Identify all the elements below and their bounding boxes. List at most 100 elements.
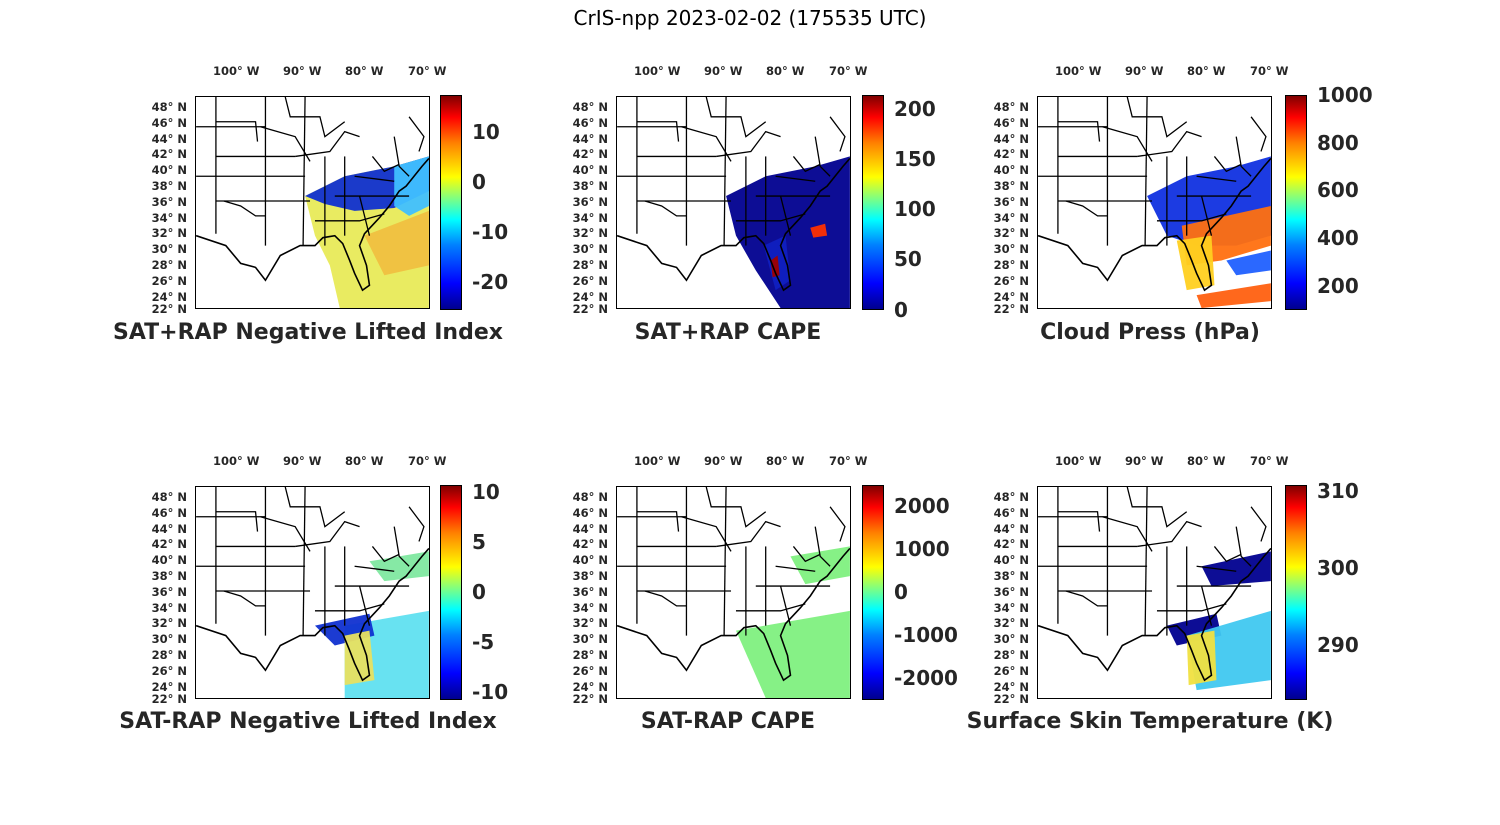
data-swath [1176, 235, 1215, 291]
state-border [1102, 516, 1153, 552]
lat-tick-label: 44° N [151, 521, 187, 536]
lat-tick-label: 46° N [572, 115, 608, 130]
lon-tick-label: 90° W [283, 64, 322, 78]
lon-tick-label: 70° W [829, 64, 868, 78]
lat-tick-label: 38° N [993, 179, 1029, 193]
state-border [716, 520, 781, 548]
colorbar-tick-label: 290 [1317, 633, 1359, 657]
colorbar-tick-label: -2000 [894, 666, 958, 690]
coastline [1038, 547, 1271, 682]
data-swath [364, 210, 429, 276]
state-border [735, 603, 806, 612]
state-border [1235, 526, 1252, 567]
lat-tick-label: 24° N [572, 289, 608, 304]
state-border [408, 506, 425, 542]
lat-tick-label: 30° N [993, 632, 1029, 647]
state-border [295, 520, 360, 548]
lat-tick-label: 42° N [993, 147, 1029, 162]
lat-tick-label: 40° N [572, 163, 608, 178]
map-cloud-press [1037, 96, 1272, 309]
lat-tick-label: 42° N [151, 537, 187, 552]
colorbar-tick-label: -10 [472, 220, 509, 244]
state-border [1137, 130, 1202, 158]
colorbar-tick-label: 200 [894, 97, 936, 121]
colorbar-tick-label: 800 [1317, 131, 1359, 155]
lon-tick-label: 100° W [634, 64, 681, 78]
state-border [636, 121, 680, 142]
colorbar-tick-label: 0 [894, 298, 908, 322]
lat-tick-label: 24° N [151, 289, 187, 304]
lat-tick-label: 36° N [151, 584, 187, 599]
state-border [1057, 121, 1101, 142]
state-border [1213, 546, 1242, 563]
state-border [215, 511, 259, 532]
state-border [814, 136, 831, 177]
state-border [1250, 506, 1267, 542]
state-border [284, 487, 346, 528]
state-border [1144, 487, 1148, 636]
colorbar-tick-label: 0 [472, 580, 486, 604]
colorbar-tick-label: 200 [1317, 274, 1359, 298]
lat-tick-label: 32° N [151, 616, 187, 631]
lon-tick-label: 70° W [408, 64, 447, 78]
lat-tick-label: 32° N [993, 226, 1029, 241]
panel-title: Cloud Press (hPa) [1040, 320, 1260, 345]
colorbar-tick-label: -1000 [894, 623, 958, 647]
colorbar-tick-label: 0 [894, 580, 908, 604]
lat-tick-label: 28° N [151, 258, 187, 272]
coastline [196, 157, 429, 292]
coastline [617, 157, 850, 292]
lat-tick-label: 46° N [572, 505, 608, 520]
lat-tick-label: 34° N [151, 210, 187, 225]
lat-tick-label: 44° N [993, 131, 1029, 146]
lon-tick-label: 80° W [345, 64, 384, 78]
lat-tick-label: 22° N [572, 302, 608, 316]
state-border [1144, 97, 1148, 246]
map-canvas [1038, 97, 1271, 308]
lon-tick-label: 70° W [1250, 64, 1289, 78]
state-border [1126, 97, 1188, 138]
state-border [408, 116, 425, 152]
lat-tick-label: 40° N [151, 163, 187, 178]
lat-tick-label: 26° N [151, 273, 187, 288]
state-border [354, 565, 395, 572]
lon-tick-label: 100° W [213, 454, 260, 468]
state-border [393, 136, 410, 177]
state-border [1213, 156, 1242, 173]
lat-tick-label: 28° N [993, 258, 1029, 272]
state-border [1250, 116, 1267, 152]
colorbar-sat-rap-plus-li [440, 95, 462, 310]
panel-title: SAT-RAP Negative Lifted Index [119, 709, 497, 734]
colorbar-tick-label: 2000 [894, 494, 950, 518]
coastline [1038, 157, 1271, 292]
map-sat-rap-plus-li [195, 96, 430, 309]
data-swath [369, 551, 429, 582]
lat-tick-label: 28° N [572, 648, 608, 662]
lat-tick-label: 26° N [572, 273, 608, 288]
lat-tick-label: 32° N [572, 616, 608, 631]
lon-tick-label: 100° W [634, 454, 681, 468]
colorbar-cloud-press [1285, 95, 1307, 310]
colorbar-tick-label: 600 [1317, 178, 1359, 202]
data-swath [1226, 250, 1271, 276]
lon-tick-label: 80° W [1187, 64, 1226, 78]
colorbar-sat-rap-minus-li [440, 485, 462, 700]
state-border [1126, 487, 1188, 528]
lat-tick-label: 40° N [993, 553, 1029, 568]
panel-title: SAT+RAP Negative Lifted Index [113, 320, 503, 345]
lat-tick-label: 28° N [151, 648, 187, 662]
state-border [723, 487, 727, 636]
lat-tick-label: 40° N [151, 553, 187, 568]
lat-tick-label: 48° N [151, 100, 187, 114]
lat-tick-label: 38° N [151, 569, 187, 583]
state-border [1137, 520, 1202, 548]
data-swath [1186, 630, 1217, 686]
lat-tick-label: 32° N [572, 226, 608, 241]
state-border [1057, 511, 1101, 532]
state-border [314, 213, 385, 222]
lat-tick-label: 28° N [993, 648, 1029, 662]
data-swath [735, 610, 850, 698]
state-border [775, 565, 816, 572]
state-border [705, 97, 767, 138]
data-swath [790, 546, 850, 585]
